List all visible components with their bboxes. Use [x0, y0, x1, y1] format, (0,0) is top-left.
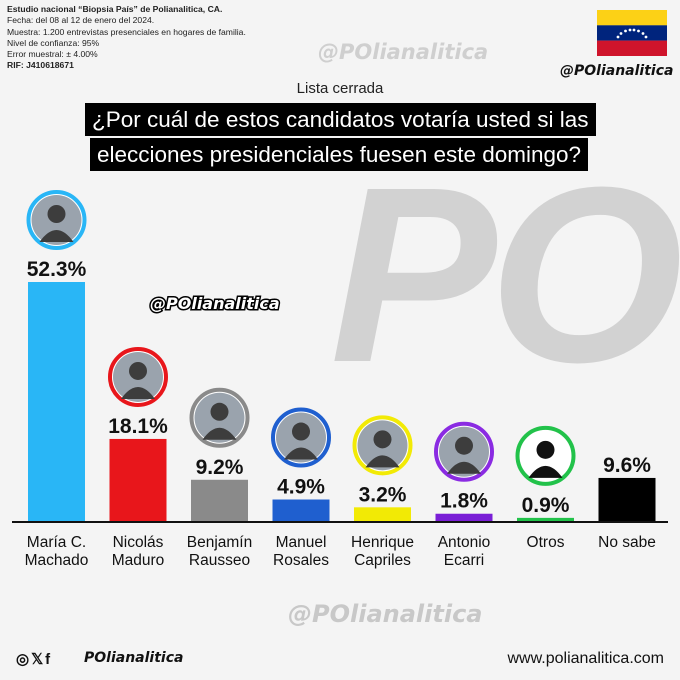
- study-error: Error muestral: ± 4.00%: [7, 49, 98, 60]
- bar: [517, 517, 574, 522]
- bar: [354, 507, 411, 522]
- social-icons: ◎𝕏f: [16, 651, 53, 668]
- category-label: Antonio Ecarri: [438, 534, 491, 569]
- chart-subtitle: Lista cerrada: [296, 80, 384, 97]
- candidate-photo: [515, 425, 576, 486]
- study-date: Fecha: del 08 al 12 de enero del 2024.: [7, 15, 155, 26]
- header-handle: @POlianalitica: [560, 63, 674, 79]
- bar: [109, 438, 167, 522]
- bar: [272, 499, 330, 522]
- category-label: Otros: [527, 534, 565, 551]
- data-label: 1.8%: [440, 490, 488, 513]
- study-metadata: Estudio nacional “Biopsia País” de Polia…: [7, 4, 246, 72]
- question-line-1: ¿Por cuál de estos candidatos votaría us…: [85, 103, 596, 136]
- data-label: 0.9%: [522, 494, 570, 517]
- study-name: Estudio nacional “Biopsia País” de Polia…: [7, 4, 223, 14]
- website-link[interactable]: www.polianalitica.com: [507, 650, 664, 667]
- study-sample: Muestra: 1.200 entrevistas presenciales …: [7, 26, 246, 37]
- category-label: Nicolás Maduro: [112, 534, 165, 569]
- watermark-logo: PO: [330, 135, 680, 414]
- question-line-2: elecciones presidenciales fuesen este do…: [90, 138, 589, 171]
- category-label: No sabe: [598, 534, 656, 551]
- data-label: 9.2%: [196, 456, 244, 479]
- venezuela-flag: [597, 10, 667, 56]
- category-label: Henrique Capriles: [351, 534, 414, 569]
- watermark-handle-bottom: @POlianalitica: [288, 600, 483, 628]
- candidate-photo: [271, 407, 331, 468]
- bar: [435, 513, 493, 522]
- bar: [598, 477, 656, 522]
- candidate-photo: [352, 415, 413, 476]
- study-rif: RIF: J410618671: [7, 60, 74, 71]
- candidate-photo: [434, 421, 494, 482]
- category-label: María C. Machado: [25, 534, 89, 569]
- bar: [191, 479, 248, 522]
- candidate-photo: [108, 346, 168, 407]
- study-confidence: Nivel de confianza: 95%: [7, 37, 100, 48]
- candidate-photo: [189, 387, 250, 448]
- data-label: 52.3%: [27, 258, 87, 281]
- bar: [28, 282, 85, 522]
- category-label: Manuel Rosales: [273, 534, 329, 569]
- data-label: 3.2%: [359, 483, 407, 506]
- data-label: 9.6%: [603, 454, 651, 477]
- chart-handle-label: @POlianalitica: [149, 293, 282, 315]
- data-label: 18.1%: [108, 415, 168, 438]
- candidate-photo: [26, 190, 87, 250]
- watermark-handle-top: @POlianalitica: [318, 40, 489, 64]
- category-label: Benjamín Rausseo: [187, 534, 252, 569]
- footer-handle: POlianalitica: [84, 650, 184, 666]
- data-label: 4.9%: [277, 476, 325, 499]
- flag-stars: [616, 28, 648, 39]
